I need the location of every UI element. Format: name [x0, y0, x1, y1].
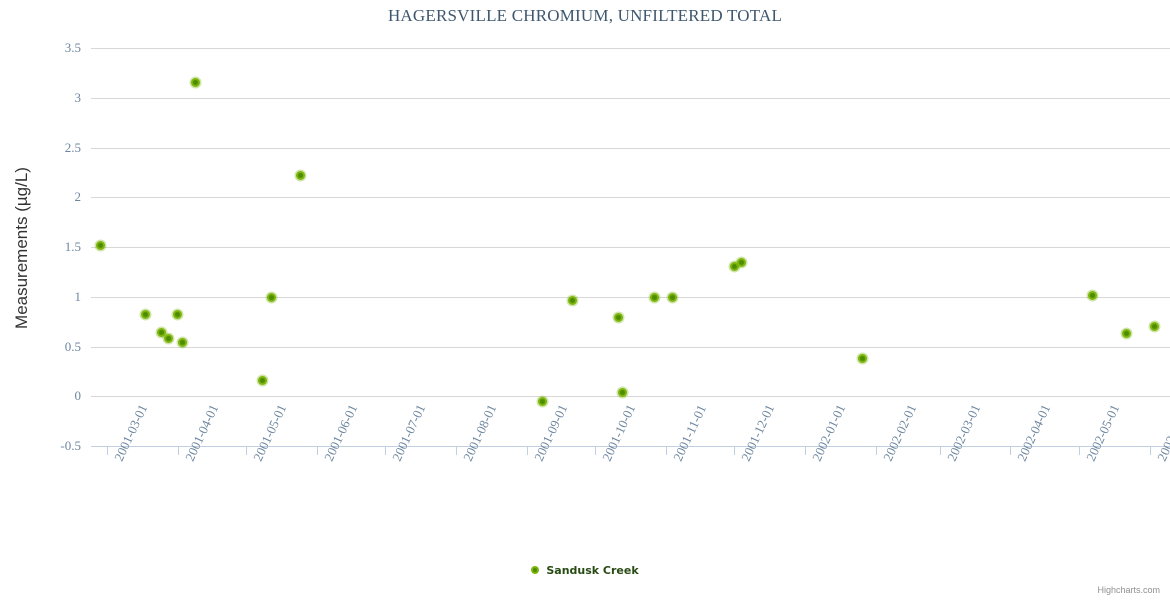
- scatter-point[interactable]: [1149, 322, 1159, 332]
- gridline: [91, 97, 1170, 99]
- scatter-point[interactable]: [729, 262, 739, 272]
- x-axis-tick: [316, 447, 318, 455]
- gridline: [91, 346, 1170, 348]
- x-axis-tick: [1149, 447, 1151, 455]
- plot-area: [91, 48, 1170, 447]
- gridline: [91, 396, 1170, 398]
- x-axis-tick: [456, 447, 457, 455]
- y-axis-tick-label: 1.5: [64, 239, 81, 254]
- scatter-point[interactable]: [567, 296, 577, 306]
- y-axis-tick-label: 1: [74, 288, 82, 304]
- scatter-point[interactable]: [296, 170, 306, 180]
- y-axis-tick-label: 2.5: [64, 139, 81, 155]
- x-axis-tick: [595, 447, 597, 455]
- legend-marker-icon: [531, 566, 540, 574]
- gridline: [91, 48, 1170, 49]
- scatter-point[interactable]: [668, 293, 678, 303]
- scatter-point[interactable]: [157, 328, 167, 338]
- y-axis-tick-label: 3.5: [64, 40, 81, 55]
- y-axis-tick-label: 0.5: [64, 338, 81, 354]
- highcharts-credits[interactable]: Highcharts.com: [1097, 585, 1160, 595]
- x-axis-tick: [177, 447, 179, 455]
- x-axis-tick: [734, 447, 736, 455]
- chart-title: HAGERSVILLE CHROMIUM, UNFILTERED TOTAL: [387, 6, 783, 25]
- scatter-point[interactable]: [650, 293, 659, 303]
- legend-item-sandusk-creek[interactable]: Sandusk Creek: [531, 563, 639, 577]
- x-axis-tick: [107, 447, 108, 455]
- x-axis-tick: [805, 447, 806, 455]
- legend-item-label: Sandusk Creek: [546, 563, 639, 577]
- scatter-point[interactable]: [736, 258, 746, 268]
- scatter-point[interactable]: [173, 310, 183, 320]
- x-axis-tick: [665, 447, 667, 455]
- x-axis-tick: [875, 447, 877, 455]
- gridline: [91, 247, 1170, 248]
- y-axis-tick-label: -0.5: [60, 438, 81, 453]
- x-axis-line: [91, 446, 1170, 447]
- y-axis-tick-label: 3: [74, 89, 82, 105]
- chart-legend: Sandusk Creek: [0, 563, 1170, 577]
- scatter-point[interactable]: [613, 313, 623, 323]
- scatter-point[interactable]: [538, 396, 548, 406]
- x-axis-tick: [1078, 447, 1080, 455]
- scatter-point[interactable]: [177, 338, 187, 347]
- x-axis-tick: [246, 447, 248, 455]
- gridline: [91, 296, 1170, 298]
- y-axis-tick-label: 0: [74, 388, 82, 404]
- scatter-point[interactable]: [1087, 291, 1097, 301]
- scatter-point[interactable]: [266, 293, 276, 303]
- scatter-point[interactable]: [857, 353, 867, 363]
- y-axis-tick-label: 2: [74, 189, 82, 205]
- gridline: [91, 197, 1170, 199]
- x-axis-tick: [1010, 447, 1012, 455]
- x-axis-tick: [526, 447, 528, 455]
- scatter-point[interactable]: [257, 375, 267, 385]
- scatter-point[interactable]: [1122, 329, 1132, 339]
- scatter-point[interactable]: [191, 78, 201, 88]
- scatter-point[interactable]: [164, 334, 174, 343]
- x-axis-tick: [939, 447, 941, 455]
- scatter-point[interactable]: [95, 240, 105, 250]
- x-axis-tick: [385, 447, 387, 455]
- gridline: [91, 147, 1170, 149]
- scatter-point[interactable]: [141, 310, 151, 320]
- scatter-point[interactable]: [618, 387, 627, 397]
